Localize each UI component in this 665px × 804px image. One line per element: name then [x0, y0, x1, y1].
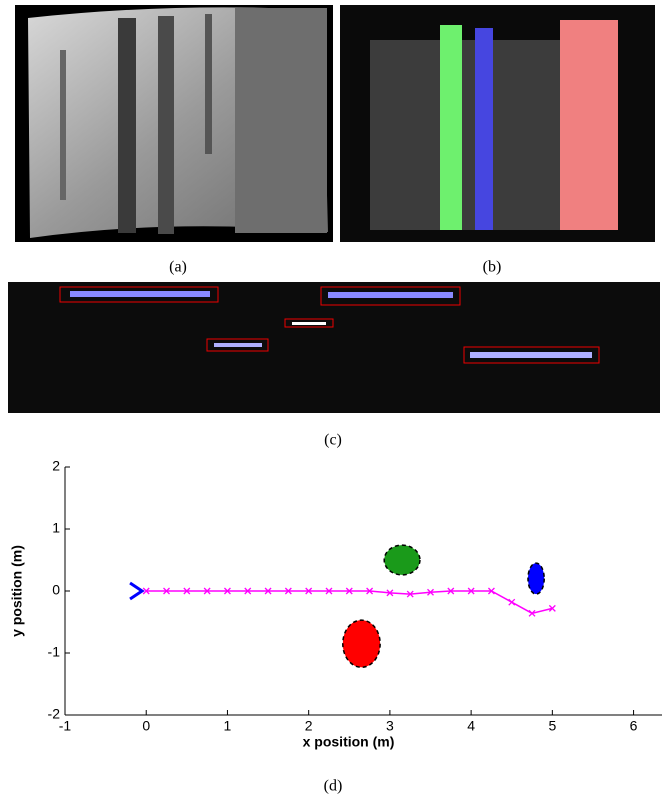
- caption: (a): [169, 259, 187, 276]
- image-c: [8, 282, 660, 413]
- path-marker: [467, 587, 475, 595]
- path-marker: [487, 587, 495, 595]
- x-tick-label: 5: [548, 718, 556, 734]
- path-line: [146, 590, 553, 615]
- caption: (b): [483, 259, 502, 276]
- path-marker: [203, 587, 211, 595]
- path-marker: [163, 587, 170, 595]
- path-marker: [447, 587, 455, 595]
- start-marker: [129, 581, 145, 601]
- path-marker: [244, 587, 252, 595]
- x-tick-label: 0: [142, 718, 150, 734]
- path-marker: [284, 587, 292, 595]
- x-tick-label: 2: [305, 718, 313, 734]
- obstacle: [342, 619, 381, 669]
- path-marker: [142, 587, 150, 595]
- y-tick-label: -2: [48, 706, 61, 722]
- path-marker: [325, 587, 333, 595]
- image-a: [15, 5, 333, 242]
- x-tick-label: -1: [59, 718, 72, 734]
- path-marker: [345, 587, 353, 595]
- path-marker: [427, 588, 434, 596]
- caption: (d): [324, 778, 343, 795]
- x-tick-label: 3: [386, 718, 394, 734]
- path-marker: [305, 587, 313, 595]
- x-tick-label: 1: [224, 718, 232, 734]
- path-marker: [264, 587, 272, 595]
- path-marker: [223, 587, 231, 595]
- path-marker: [548, 604, 556, 612]
- y-tick-label: 2: [52, 458, 60, 474]
- path-marker: [528, 609, 536, 617]
- x-tick-label: 6: [630, 718, 638, 734]
- path-marker: [183, 587, 191, 595]
- x-axis-label: x position (m): [303, 734, 395, 750]
- obstacle: [383, 544, 421, 576]
- path-marker: [508, 598, 516, 606]
- image-b: [340, 5, 655, 242]
- x-tick-label: 4: [467, 718, 475, 734]
- obstacle: [527, 562, 545, 595]
- path-marker: [406, 590, 414, 598]
- y-tick-label: 0: [52, 582, 60, 598]
- y-tick-label: -1: [48, 644, 61, 660]
- path-marker: [366, 587, 374, 595]
- path-marker: [386, 589, 394, 597]
- y-axis-label: y position (m): [9, 545, 25, 637]
- y-tick-label: 1: [52, 520, 60, 536]
- caption: (c): [324, 432, 342, 449]
